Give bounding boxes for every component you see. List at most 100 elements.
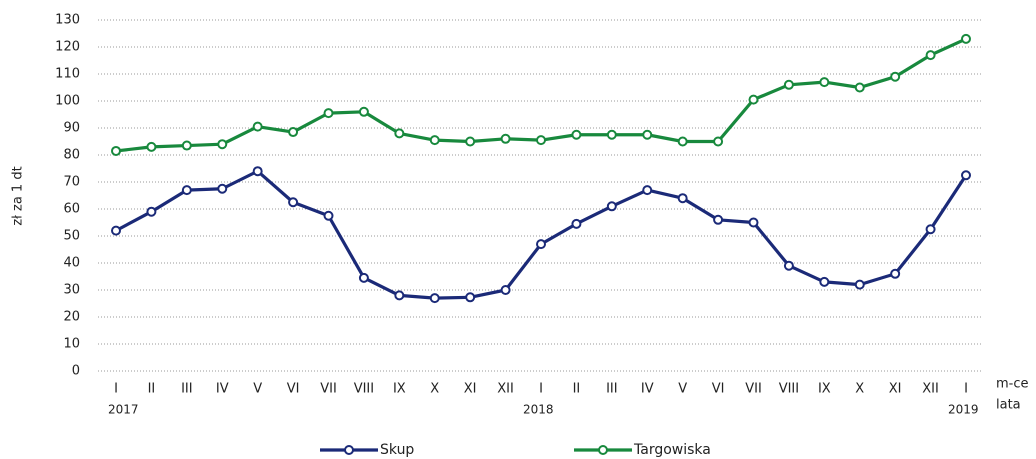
point — [465, 136, 476, 147]
x-tick-label: IV — [216, 382, 229, 397]
point — [606, 129, 617, 140]
point — [819, 276, 830, 287]
point — [642, 129, 653, 140]
point — [500, 285, 511, 295]
x-tick-label: VII — [320, 382, 337, 397]
point — [961, 33, 971, 44]
point — [394, 128, 405, 139]
point — [146, 206, 157, 217]
point — [571, 218, 582, 229]
x-tick-label: II — [148, 382, 156, 397]
point — [783, 260, 794, 271]
point — [217, 139, 228, 150]
x-axis-label: m-ce — [996, 377, 1029, 392]
legend-label: Targowiska — [633, 442, 711, 458]
point — [500, 133, 511, 144]
x-tick-label: I — [114, 382, 118, 397]
point — [429, 293, 440, 304]
point — [783, 79, 794, 90]
y-tick-label: 110 — [55, 67, 80, 82]
y-tick-label: 120 — [55, 40, 80, 55]
point — [394, 290, 405, 301]
series-line — [115, 169, 968, 300]
x-tick-label: II — [573, 382, 581, 397]
x-tick-label: X — [855, 382, 864, 397]
x-tick-label: I — [964, 382, 968, 397]
point — [358, 272, 369, 283]
x-tick-label: VIII — [354, 382, 374, 397]
point — [358, 106, 369, 117]
y-tick-label: 30 — [63, 283, 80, 298]
x-tick-label: XII — [497, 382, 514, 397]
x-tick-label: XII — [922, 382, 939, 397]
y-tick-label: 60 — [63, 202, 80, 217]
x-tick-label: III — [181, 382, 193, 397]
point — [890, 71, 901, 82]
y-tick-label: 0 — [72, 364, 80, 379]
y-axis-label: zł za 1 dt — [11, 166, 26, 225]
legend-marker — [598, 445, 608, 455]
point — [571, 129, 582, 140]
point — [323, 108, 334, 119]
point — [677, 193, 688, 204]
y-tick-label: 40 — [63, 256, 80, 271]
y-tick-label: 20 — [63, 310, 80, 325]
point — [642, 185, 653, 196]
y-tick-label: 100 — [55, 94, 80, 109]
point — [181, 185, 192, 196]
point — [713, 136, 724, 147]
point — [925, 50, 936, 61]
point — [606, 201, 617, 212]
y-tick-label: 90 — [63, 121, 80, 136]
point — [748, 94, 759, 105]
point — [252, 121, 263, 132]
year-label: 2017 — [108, 403, 139, 417]
point — [181, 140, 192, 151]
point — [854, 279, 865, 290]
point — [146, 141, 157, 152]
legend-label: Skup — [380, 442, 414, 458]
year-label: 2019 — [948, 403, 979, 417]
x-tick-label: IV — [641, 382, 654, 397]
point — [288, 127, 299, 138]
point — [536, 135, 546, 146]
point — [677, 136, 688, 147]
y-tick-label: 70 — [63, 175, 80, 190]
x-tick-label: VI — [287, 382, 300, 397]
point — [111, 225, 121, 236]
y-tick-label: 50 — [63, 229, 80, 244]
x-tick-label: IX — [393, 382, 406, 397]
point — [465, 292, 476, 303]
x-tick-label: VI — [712, 382, 725, 397]
x-tick-label: VIII — [779, 382, 799, 397]
y-tick-label: 80 — [63, 148, 80, 163]
point — [925, 224, 936, 235]
x-tick-label: V — [253, 382, 262, 397]
point — [323, 210, 334, 221]
x-tick-label: X — [430, 382, 439, 397]
point — [252, 166, 263, 177]
point — [748, 217, 759, 228]
point — [890, 268, 901, 279]
x-tick-label: III — [606, 382, 618, 397]
series-line — [115, 37, 967, 153]
year-axis-label: lata — [996, 398, 1021, 413]
x-tick-label: IX — [818, 382, 831, 397]
point — [288, 197, 299, 208]
point — [819, 77, 830, 88]
point — [429, 135, 440, 146]
point — [536, 239, 546, 250]
x-tick-label: XI — [464, 382, 477, 397]
x-tick-label: VII — [745, 382, 762, 397]
point — [854, 82, 865, 93]
point — [217, 183, 228, 194]
year-label: 2018 — [523, 403, 554, 417]
point — [111, 145, 121, 156]
x-tick-label: V — [678, 382, 687, 397]
y-tick-label: 130 — [55, 13, 80, 28]
x-tick-label: XI — [889, 382, 902, 397]
x-tick-label: I — [539, 382, 543, 397]
point — [713, 214, 724, 225]
point — [961, 170, 971, 181]
